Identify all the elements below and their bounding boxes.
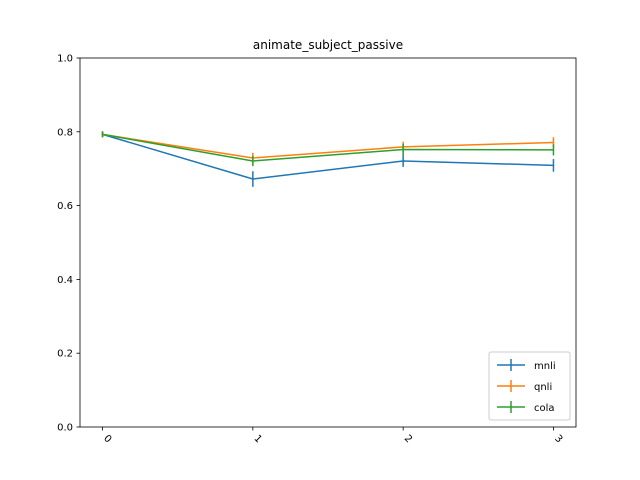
y-tick-label-3: 0.6 [57,201,73,212]
data-point-mnli-1 [252,178,254,180]
data-point-cola-1 [252,160,254,162]
chart-title: animate_subject_passive [253,38,403,52]
data-point-qnli-3 [552,141,555,144]
data-point-mnli-3 [552,164,555,167]
legend-box [488,351,571,421]
y-tick-label-1: 0.2 [57,349,73,360]
y-tick-label-4: 0.8 [57,127,73,138]
axes-frame [79,57,577,428]
data-point-cola-0 [101,133,104,136]
legend-label-mnli: mnli [534,361,556,372]
y-tick-label-2: 0.4 [57,275,73,286]
series-line-qnli [102,133,554,159]
data-point-cola-2 [402,148,404,151]
data-point-cola-3 [552,149,555,151]
y-tick-label-0: 0.0 [57,423,73,434]
legend-label-qnli: qnli [534,382,552,393]
legend-label-cola: cola [534,403,555,414]
data-point-mnli-2 [402,160,404,162]
series-line-mnli [102,133,554,180]
y-tick-label-5: 1.0 [57,54,73,65]
series-line-cola [102,133,554,162]
